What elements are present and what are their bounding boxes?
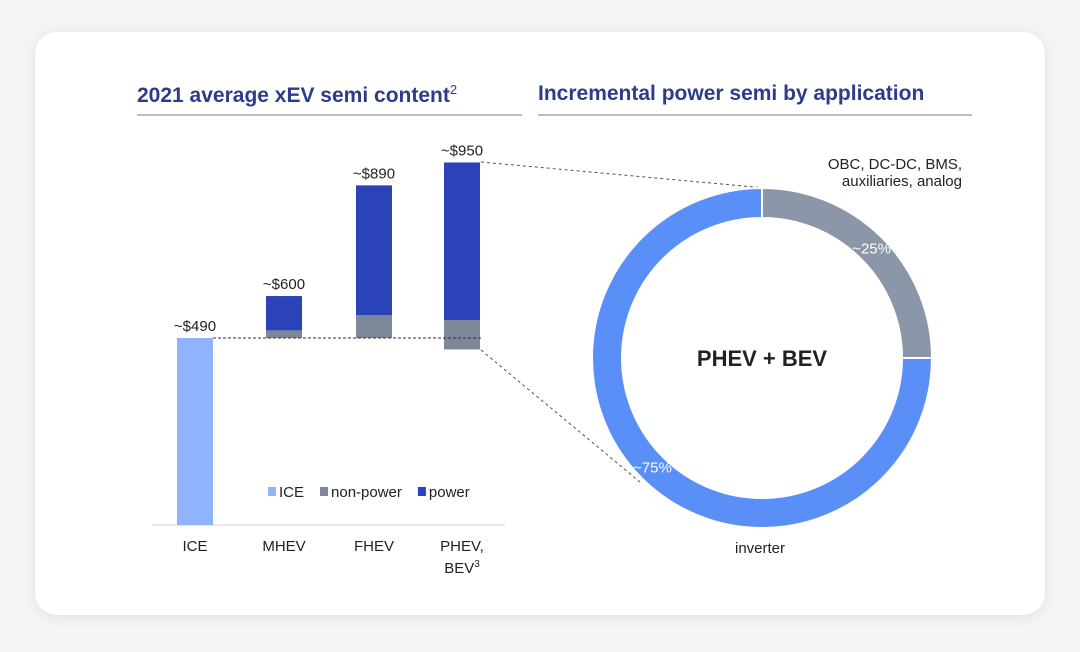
bar-segment — [266, 330, 302, 339]
total-label: ~$950 — [441, 142, 483, 159]
title-text: 2021 average xEV semi content — [137, 84, 450, 107]
title-text: Incremental power semi by application — [538, 82, 925, 105]
total-label: ~$490 — [174, 318, 216, 335]
category-label: OBC, DC-DC, BMS, auxiliaries, analog — [827, 156, 962, 190]
legend-label: ICE — [279, 484, 304, 501]
bar-segment — [444, 162, 480, 321]
category-text: FHEV — [353, 538, 394, 555]
value-label: ~25% — [852, 240, 891, 257]
category-text: ICE — [182, 538, 208, 555]
x-tick-label: FHEV — [334, 538, 414, 556]
value-label: ~75% — [633, 460, 672, 477]
bar-segment — [356, 315, 392, 339]
x-tick-label: ICE — [155, 538, 235, 556]
chart-title: Incremental power semi by application — [538, 82, 924, 106]
x-tick-label: PHEV, BEV3 — [432, 538, 492, 578]
total-label: ~$890 — [353, 165, 395, 182]
bar-segment — [444, 320, 480, 350]
bar-segment — [177, 338, 213, 525]
connector — [480, 349, 641, 483]
center-label: PHEV + BEV — [697, 346, 828, 371]
category-text: MHEV — [262, 538, 306, 555]
bar-segment — [356, 185, 392, 316]
legend-label: power — [429, 484, 470, 501]
legend-swatch — [268, 487, 276, 496]
donut-slice — [591, 186, 934, 529]
chart-title: 2021 average xEV semi content2 — [137, 82, 457, 108]
legend-swatch — [417, 487, 426, 496]
category-text: PHEV, BEV — [440, 538, 484, 577]
connector — [480, 161, 766, 189]
category-label: inverter — [734, 540, 786, 557]
title-footnote: 2 — [449, 82, 458, 97]
category-footnote: 3 — [474, 559, 480, 570]
bar-segment — [266, 296, 302, 331]
legend-swatch — [320, 487, 329, 496]
x-tick-label: MHEV — [244, 538, 324, 556]
donut-slice — [761, 186, 934, 359]
legend-label: non-power — [331, 484, 402, 501]
total-label: ~$600 — [263, 276, 305, 293]
